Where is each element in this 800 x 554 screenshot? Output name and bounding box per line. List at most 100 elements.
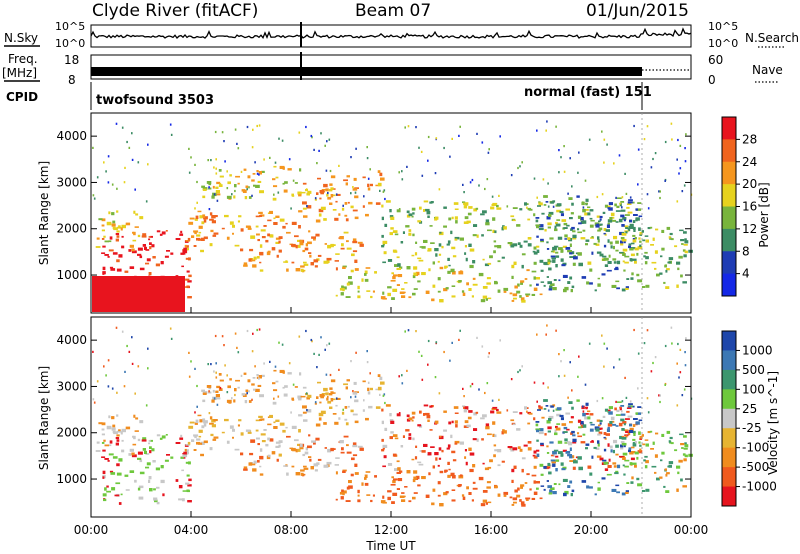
velocity-cell bbox=[680, 443, 685, 446]
power-cell bbox=[453, 202, 459, 205]
power-cell bbox=[187, 296, 192, 299]
velocity-cell bbox=[612, 423, 617, 426]
velocity-heatmap-cells bbox=[92, 324, 693, 507]
power-cell bbox=[108, 240, 112, 243]
power-cell bbox=[251, 179, 255, 182]
velocity-cell bbox=[134, 479, 137, 483]
velocity-cell bbox=[243, 468, 248, 471]
power-cell bbox=[435, 253, 438, 257]
velocity-cell bbox=[273, 426, 278, 429]
velocity-cell bbox=[133, 414, 136, 418]
velocity-cell bbox=[377, 386, 382, 391]
colorbar-segment bbox=[722, 369, 736, 390]
velocity-cell bbox=[259, 465, 262, 468]
power-cell bbox=[166, 250, 170, 252]
power-cell bbox=[634, 247, 639, 251]
velocity-cell bbox=[633, 418, 638, 420]
velocity-cell bbox=[153, 497, 158, 501]
power-cell bbox=[627, 201, 631, 204]
power-cell bbox=[302, 207, 307, 210]
power-cell bbox=[183, 247, 188, 251]
velocity-cell bbox=[437, 464, 440, 467]
velocity-cell bbox=[131, 336, 133, 339]
velocity-cell bbox=[327, 448, 332, 453]
power-cell bbox=[438, 243, 442, 247]
power-cell bbox=[642, 239, 646, 242]
velocity-cell bbox=[115, 326, 118, 329]
power-cell bbox=[381, 204, 384, 208]
power-cell bbox=[571, 251, 575, 255]
velocity-cell bbox=[401, 382, 404, 385]
power-cell bbox=[464, 202, 469, 206]
velocity-cell bbox=[194, 411, 196, 414]
freq-left-label-1: Freq. bbox=[8, 52, 38, 66]
power-cell bbox=[469, 181, 472, 184]
power-cell bbox=[397, 263, 401, 267]
velocity-cell bbox=[533, 480, 536, 484]
velocity-cell bbox=[624, 459, 630, 462]
power-cell bbox=[209, 212, 213, 216]
velocity-cell bbox=[552, 409, 555, 412]
power-cell bbox=[589, 209, 594, 212]
velocity-cell bbox=[630, 457, 635, 461]
y-tick-label: 1000 bbox=[56, 268, 87, 282]
power-cell bbox=[545, 201, 549, 203]
power-cell bbox=[326, 257, 332, 261]
velocity-cell bbox=[577, 375, 579, 378]
power-cell bbox=[272, 178, 276, 181]
velocity-cell bbox=[115, 482, 121, 485]
power-cell bbox=[180, 230, 183, 234]
power-cell bbox=[546, 241, 549, 244]
velocity-cell bbox=[567, 441, 571, 444]
velocity-cell bbox=[335, 397, 338, 400]
velocity-cell bbox=[393, 478, 398, 481]
power-cell bbox=[200, 249, 204, 253]
freq-left-tick-bottom: 8 bbox=[68, 73, 76, 87]
power-cell bbox=[310, 262, 314, 266]
velocity-cell bbox=[198, 435, 202, 438]
velocity-cell bbox=[603, 365, 605, 368]
velocity-cell bbox=[92, 350, 94, 353]
power-cell bbox=[517, 166, 519, 170]
power-cell bbox=[458, 271, 464, 275]
power-cell bbox=[93, 197, 96, 200]
power-cell bbox=[243, 168, 247, 171]
power-cell bbox=[654, 250, 658, 254]
power-cell bbox=[148, 238, 151, 241]
velocity-cell bbox=[203, 420, 208, 424]
power-cell bbox=[521, 253, 526, 256]
power-cell bbox=[571, 202, 574, 206]
velocity-cell bbox=[251, 383, 255, 386]
velocity-cell bbox=[629, 423, 632, 427]
power-cell bbox=[590, 219, 595, 222]
velocity-cell bbox=[550, 405, 554, 408]
power-cell bbox=[480, 299, 486, 303]
colorbar-segment bbox=[722, 251, 736, 275]
power-cell bbox=[368, 201, 373, 205]
velocity-cell bbox=[344, 406, 348, 409]
power-cell bbox=[620, 240, 624, 244]
power-cell bbox=[563, 145, 565, 148]
velocity-cell bbox=[661, 451, 665, 455]
power-cell bbox=[323, 183, 328, 188]
power-cell bbox=[587, 206, 591, 209]
power-cell bbox=[213, 193, 216, 196]
velocity-cell bbox=[464, 420, 469, 424]
velocity-cell bbox=[562, 478, 568, 482]
velocity-cell bbox=[236, 346, 238, 349]
power-cell bbox=[278, 249, 282, 253]
power-cell bbox=[546, 248, 550, 250]
velocity-cell bbox=[226, 391, 229, 394]
power-cell bbox=[334, 260, 339, 262]
velocity-cell bbox=[456, 484, 460, 487]
velocity-cell bbox=[412, 479, 416, 483]
cpid-right-program: normal (fast) 151 bbox=[524, 85, 652, 100]
velocity-cell bbox=[372, 494, 375, 497]
power-cell bbox=[619, 231, 624, 236]
velocity-cell bbox=[332, 413, 337, 415]
velocity-cell bbox=[170, 456, 174, 459]
power-cell bbox=[598, 224, 602, 226]
power-cell bbox=[666, 268, 670, 271]
velocity-cell bbox=[241, 393, 246, 396]
